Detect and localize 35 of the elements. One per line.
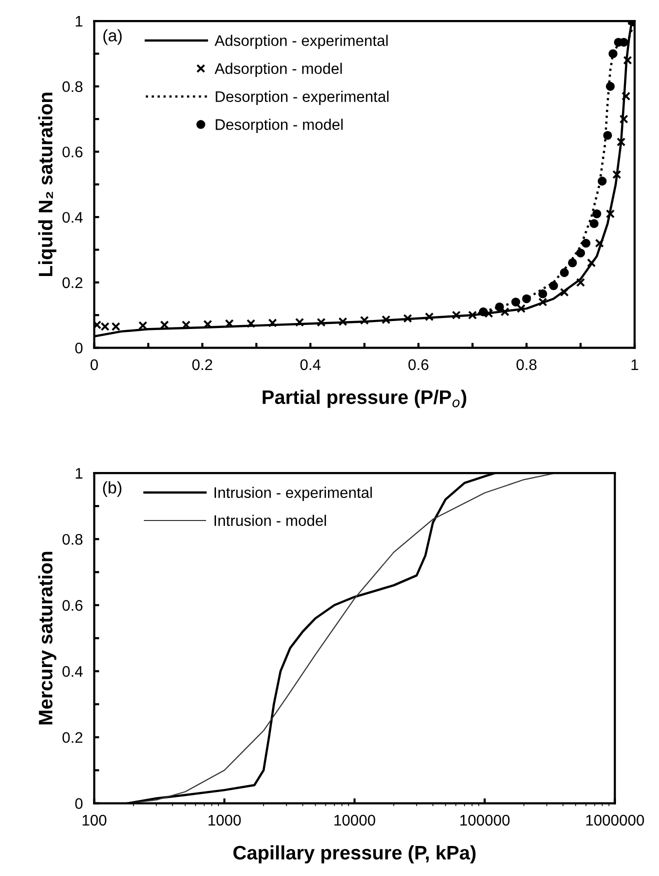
x-tick-label: 1000 [208, 814, 241, 826]
y-tick-label: 0.4 [62, 212, 83, 223]
y-tick-label: 0 [75, 342, 83, 354]
y-tick-label: 0.2 [62, 277, 82, 288]
x-tick-label: 100 [82, 814, 106, 826]
y-tick-label: 0.6 [62, 600, 82, 611]
y-tick-label: 0.2 [62, 732, 82, 743]
x-tick-label: 0.6 [408, 359, 428, 370]
x-tick-label: 1000000 [586, 814, 644, 826]
y-tick-label: 1 [76, 16, 82, 27]
x-axis-title: Capillary pressure (P, kPa) [233, 845, 476, 864]
x-tick-label: 0.8 [516, 359, 536, 370]
x-tick-label: 100000 [460, 814, 510, 826]
x-axis-title: Partial pressure (P/P$_{o}$) [262, 390, 466, 408]
legend-label: Adsorption - experimental [214, 34, 388, 50]
y-tick-label: 0.4 [62, 666, 83, 677]
y-tick-label: 0.8 [62, 81, 82, 92]
y-tick-label: 0 [75, 798, 83, 809]
y-tick-label: 1 [76, 468, 82, 479]
legend-label: Desorption - experimental [216, 90, 388, 105]
x-tick-label: 0.2 [192, 359, 212, 370]
x-tick-label: 0.4 [300, 359, 321, 370]
legend-label: Intrusion - model [214, 514, 326, 526]
legend-label: Intrusion - experimental [214, 486, 372, 502]
x-tick-label: 0 [90, 359, 98, 370]
annotation: (b) [103, 481, 122, 497]
legend-label: Desorption - model [216, 118, 343, 133]
legend-label: Adsorption - model [214, 62, 342, 78]
y-axis-title: Liquid N₂ saturation [38, 92, 56, 276]
y-axis-title: Mercury saturation [38, 552, 56, 724]
y-tick-label: 0.6 [62, 146, 82, 158]
y-tick-label: 0.8 [62, 534, 82, 545]
x-tick-label: 1 [632, 359, 638, 370]
annotation: (a) [103, 29, 122, 45]
x-tick-label: 10000 [334, 814, 376, 826]
